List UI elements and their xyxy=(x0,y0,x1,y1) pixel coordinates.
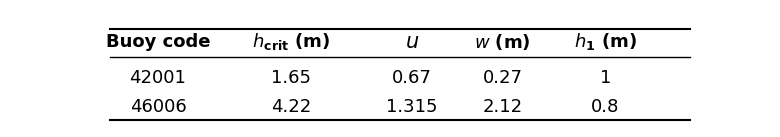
Text: 46006: 46006 xyxy=(129,98,186,116)
Text: 42001: 42001 xyxy=(129,69,186,87)
Text: $\mathbf{\it{h}}_{\rm\mathbf{crit}}$ $\mathbf{(m)}$: $\mathbf{\it{h}}_{\rm\mathbf{crit}}$ $\m… xyxy=(252,31,330,52)
Text: $\mathbf{\it{h}}_{\mathbf{1}}$ $\mathbf{(m)}$: $\mathbf{\it{h}}_{\mathbf{1}}$ $\mathbf{… xyxy=(574,31,636,52)
Text: 1: 1 xyxy=(600,69,611,87)
Text: 0.8: 0.8 xyxy=(591,98,619,116)
Text: 4.22: 4.22 xyxy=(271,98,311,116)
Text: 0.27: 0.27 xyxy=(483,69,523,87)
Text: 2.12: 2.12 xyxy=(483,98,523,116)
Text: 0.67: 0.67 xyxy=(392,69,432,87)
Text: 1.315: 1.315 xyxy=(386,98,438,116)
Text: $\mathbf{\it{w}}$ $\mathbf{(m)}$: $\mathbf{\it{w}}$ $\mathbf{(m)}$ xyxy=(474,32,531,52)
Text: 1.65: 1.65 xyxy=(271,69,311,87)
Text: Buoy code: Buoy code xyxy=(106,33,210,51)
Text: $\mathbf{\it{u}}$: $\mathbf{\it{u}}$ xyxy=(405,32,419,52)
